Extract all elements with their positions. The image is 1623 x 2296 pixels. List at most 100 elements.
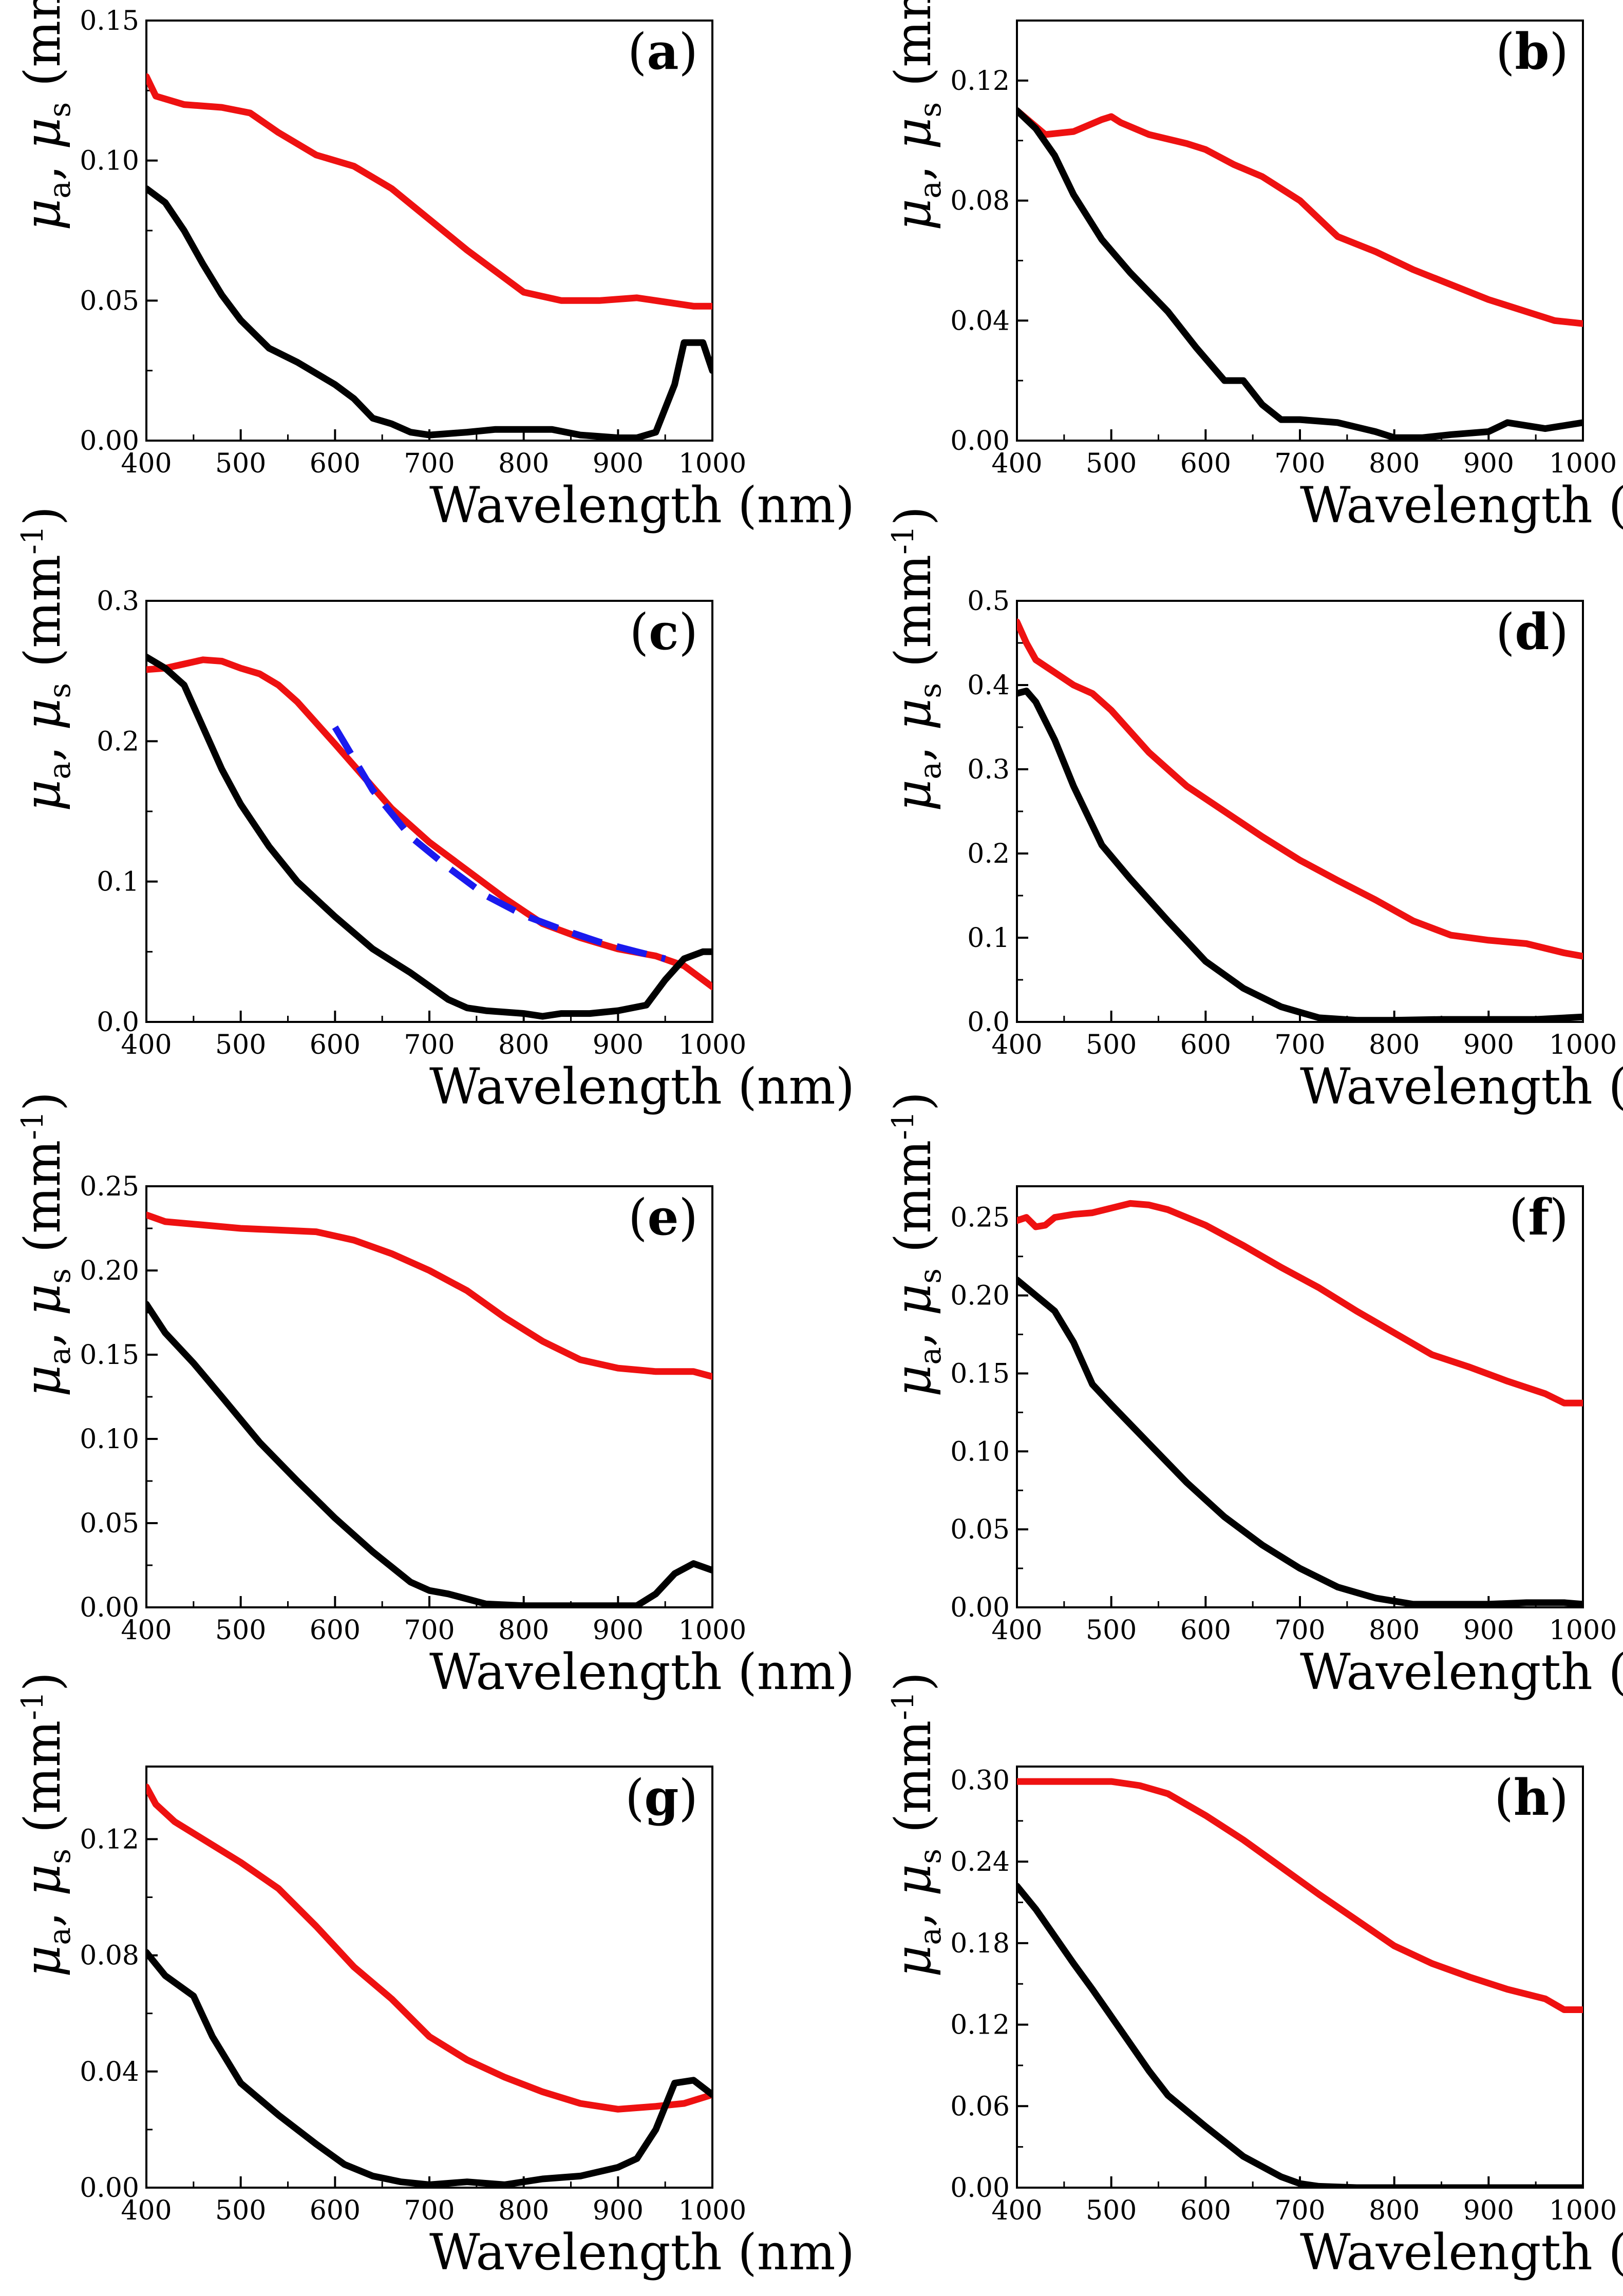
x-axis-label: Wavelength (nm) [429, 477, 855, 534]
series-line-black [146, 1301, 712, 1607]
chart-panel-h: 400 500 600 700 800 900 1000 0.00 0.06 0.12 0.18 0.… [884, 1672, 1623, 2281]
panel-letter: a [647, 23, 679, 81]
x-axis-label: Wavelength (nm) [1300, 1643, 1623, 1701]
y-tick-label: 0.08 [80, 1941, 139, 1971]
axes-frame [1016, 20, 1584, 442]
panel-label: (c) [629, 603, 698, 661]
y-tick-label: 0.05 [80, 1508, 139, 1539]
x-tick-label: 400 [121, 448, 172, 479]
series-line-red [146, 73, 712, 310]
x-axis-label: Wavelength (nm) [429, 2224, 855, 2281]
panel-label: (e) [628, 1188, 698, 1246]
y-tick-label: 0.25 [80, 1171, 139, 1202]
x-tick-label: 700 [1274, 448, 1325, 479]
x-tick-label: 800 [1369, 2195, 1420, 2226]
axes-frame [1016, 1766, 1584, 2189]
x-axis-label: Wavelength (nm) [1300, 477, 1623, 534]
panel-letter: e [647, 1188, 679, 1246]
y-tick-label: 0.10 [950, 1436, 1010, 1467]
panel-letter: h [1513, 1769, 1550, 1827]
y-axis-label: μa, μs (mm-1) [884, 0, 948, 231]
series-line-red [1017, 618, 1583, 960]
y-axis-label: μa, μs (mm-1) [14, 1672, 78, 1977]
axes-frame [145, 1185, 713, 1608]
axes-frame [145, 20, 713, 442]
plot-area: 400 500 600 700 800 900 1000 0.00 0.04 0.08 0.12 [80, 1766, 746, 2226]
y-tick-label: 0.1 [967, 923, 1010, 954]
x-tick-label: 900 [1463, 2195, 1514, 2226]
x-tick-label: 400 [991, 1615, 1042, 1646]
y-tick-label: 0.10 [80, 146, 139, 177]
y-tick-label: 0.12 [80, 1824, 139, 1855]
x-tick-label: 900 [593, 1615, 644, 1646]
x-tick-label: 800 [1369, 448, 1420, 479]
chart-panel-d: 400 500 600 700 800 900 1000 0.0 0.1 0.2 0.3 0.4 0.5… [884, 506, 1623, 1115]
y-tick-label: 0.00 [80, 1592, 139, 1623]
x-tick-label: 900 [1463, 448, 1514, 479]
x-tick-label: 1000 [1549, 448, 1617, 479]
series-line-black [146, 653, 712, 1020]
x-tick-label: 600 [1180, 448, 1231, 479]
y-tick-label: 0.20 [950, 1281, 1010, 1312]
x-tick-label: 600 [310, 1615, 361, 1646]
series-line-red [1017, 1200, 1583, 1407]
series-line-red [146, 656, 712, 991]
axes-frame [145, 1766, 713, 2189]
y-axis-label: μa, μs (mm-1) [884, 1672, 948, 1977]
y-tick-label: 0.0 [97, 1007, 139, 1038]
x-tick-label: 600 [310, 2195, 361, 2226]
y-tick-label: 0.06 [950, 2091, 1010, 2122]
y-tick-label: 0.15 [950, 1358, 1010, 1389]
x-tick-label: 1000 [678, 1030, 746, 1060]
series-line-black [146, 185, 712, 441]
x-tick-label: 500 [215, 2195, 266, 2226]
panel-label: (b) [1495, 23, 1569, 81]
y-tick-label: 0.12 [950, 66, 1010, 97]
x-tick-label: 700 [1274, 1030, 1325, 1060]
x-axis-label: Wavelength (nm) [429, 1058, 855, 1115]
plot-area: 400 500 600 700 800 900 1000 0.0 0.1 0.2 0.3 0.4 0.5 [967, 586, 1617, 1060]
x-tick-label: 700 [404, 1030, 455, 1060]
x-tick-label: 900 [593, 448, 644, 479]
plot-area: 400 500 600 700 800 900 1000 0.00 0.05 0.10 0.15 [80, 6, 746, 479]
panel-label: (g) [625, 1769, 698, 1827]
y-tick-label: 0.30 [950, 1765, 1010, 1796]
x-tick-label: 700 [1274, 2195, 1325, 2226]
x-tick-label: 1000 [1549, 1030, 1617, 1060]
x-tick-label: 900 [1463, 1030, 1514, 1060]
panel-label: (a) [627, 23, 698, 81]
panel-letter: d [1515, 603, 1550, 661]
plot-area: 400 500 600 700 800 900 1000 0.00 0.05 0.10 0.15 0.… [950, 1185, 1617, 1646]
series-line-blue-dashed [332, 725, 666, 962]
y-tick-label: 0.20 [80, 1256, 139, 1286]
x-tick-label: 1000 [1549, 1615, 1617, 1646]
x-tick-label: 600 [310, 448, 361, 479]
y-tick-label: 0.2 [97, 726, 139, 757]
series-line-black [1017, 1883, 1583, 2188]
y-tick-label: 0.00 [80, 426, 139, 457]
x-tick-label: 1000 [678, 2195, 746, 2226]
y-tick-label: 0.0 [967, 1007, 1010, 1038]
y-tick-label: 0.04 [950, 306, 1010, 336]
y-tick-label: 0.15 [80, 1340, 139, 1371]
x-tick-label: 400 [121, 1615, 172, 1646]
panel-label: (f) [1508, 1188, 1569, 1246]
series-line-red [1017, 1778, 1583, 2013]
x-tick-label: 500 [215, 1615, 266, 1646]
x-tick-label: 500 [1086, 2195, 1137, 2226]
plot-area: 400 500 600 700 800 900 1000 0.0 0.1 0.2 0.3 [97, 586, 746, 1060]
x-tick-label: 600 [1180, 1030, 1231, 1060]
x-tick-label: 400 [121, 2195, 172, 2226]
y-tick-label: 0.10 [80, 1424, 139, 1455]
y-tick-label: 0.05 [80, 286, 139, 316]
x-tick-label: 800 [498, 1030, 549, 1060]
y-axis-label: μa, μs (mm-1) [14, 0, 78, 231]
x-tick-label: 800 [1369, 1615, 1420, 1646]
y-axis-label: μa, μs (mm-1) [14, 506, 78, 811]
plot-area: 400 500 600 700 800 900 1000 0.00 0.05 0.10 0.15 0.… [80, 1171, 746, 1646]
x-tick-label: 500 [1086, 448, 1137, 479]
x-tick-label: 900 [593, 2195, 644, 2226]
y-tick-label: 0.4 [967, 670, 1010, 701]
chart-panel-a: 400 500 600 700 800 900 1000 0.00 0.05 0.10 0.15 (a… [14, 0, 855, 534]
axes-frame [1016, 600, 1584, 1023]
